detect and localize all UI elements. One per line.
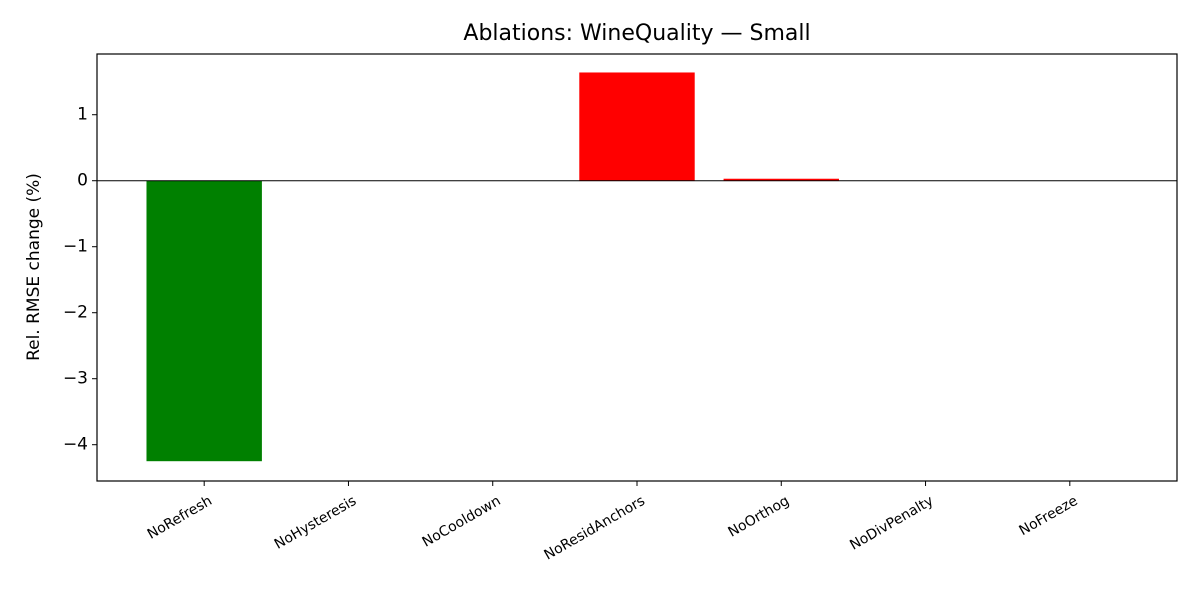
y-tick-label: −3: [63, 369, 88, 389]
y-tick-label: 1: [77, 105, 88, 125]
chart-title: Ablations: WineQuality — Small: [463, 21, 810, 46]
x-tick-label: NoCooldown: [420, 493, 504, 551]
plot-frame: [96, 53, 1178, 482]
bar: [723, 178, 839, 181]
x-tick-label: NoOrthog: [725, 493, 792, 541]
y-tick-label: −2: [63, 303, 88, 323]
bar: [146, 180, 262, 462]
bar: [579, 72, 695, 181]
y-tick-label: −4: [63, 435, 88, 455]
x-tick-label: NoHysteresis: [272, 493, 359, 553]
y-axis-label: Rel. RMSE change (%): [24, 173, 44, 361]
x-tick-label: NoFreeze: [1017, 493, 1081, 539]
y-tick-label: 0: [77, 171, 88, 191]
x-tick-label: NoRefresh: [145, 493, 215, 543]
x-tick-label: NoResidAnchors: [542, 493, 648, 564]
x-tick-label: NoDivPenalty: [847, 493, 936, 554]
y-tick-label: −1: [63, 237, 88, 257]
